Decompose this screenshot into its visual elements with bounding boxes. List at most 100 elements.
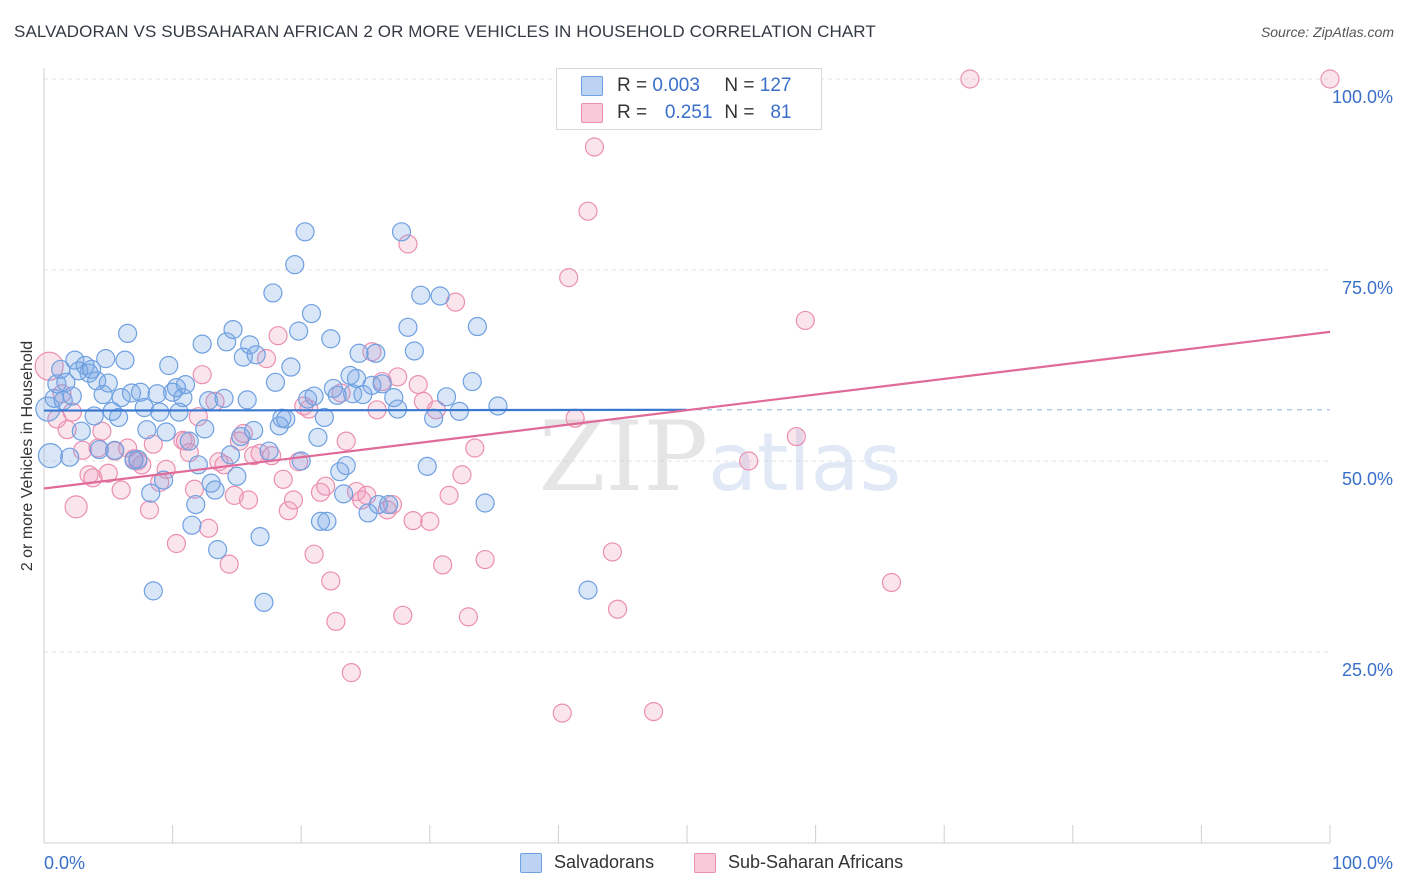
bottom-legend: Salvadorans Sub-Saharan Africans — [0, 852, 1406, 878]
point-salvadorans — [89, 439, 109, 460]
point-salvadorans — [391, 222, 412, 242]
point-subsaharan — [607, 599, 628, 619]
point-salvadorans — [153, 470, 174, 490]
legend-box: R = 0.003 N = 127 R = 0.251 N = 81 — [556, 68, 822, 130]
point-subsaharan — [408, 375, 428, 395]
y-tick-label: 50.0% — [1342, 469, 1393, 489]
point-subsaharan — [643, 701, 664, 722]
point-salvadorans — [430, 286, 450, 306]
point-subsaharan — [326, 611, 346, 632]
legend-r-value: 0.003 — [652, 75, 700, 96]
point-subsaharan — [268, 326, 288, 346]
point-salvadorans — [98, 373, 118, 393]
point-salvadorans — [263, 283, 283, 303]
point-salvadorans — [169, 402, 189, 422]
source-label: Source: ZipAtlas.com — [1260, 24, 1394, 40]
point-subsaharan — [336, 431, 356, 451]
point-subsaharan — [465, 438, 485, 458]
point-subsaharan — [433, 555, 453, 575]
point-subsaharan — [739, 451, 759, 471]
point-salvadorans — [143, 581, 163, 601]
point-salvadorans — [308, 427, 328, 447]
watermark: ZIPatlas — [539, 401, 902, 513]
point-subsaharan — [256, 349, 277, 369]
point-salvadorans — [368, 494, 388, 515]
point-salvadorans — [96, 349, 116, 369]
trend-lines — [43, 330, 1331, 490]
point-salvadorans — [214, 388, 234, 408]
legend-r-label: R = — [617, 75, 648, 96]
point-salvadorans — [111, 387, 131, 408]
point-subsaharan — [786, 426, 806, 447]
point-subsaharan — [184, 479, 205, 499]
point-salvadorans — [137, 420, 157, 440]
point-salvadorans — [372, 374, 392, 394]
point-salvadorans — [411, 285, 431, 305]
point-subsaharan — [341, 663, 361, 683]
point-salvadorans — [208, 540, 228, 560]
point-salvadorans — [336, 455, 356, 476]
point-salvadorans — [327, 385, 347, 405]
point-salvadorans — [276, 409, 296, 429]
point-salvadorans — [366, 343, 386, 363]
point-salvadorans — [362, 375, 382, 395]
point-subsaharan — [552, 703, 572, 723]
point-subsaharan — [92, 421, 112, 441]
point-salvadorans — [130, 382, 151, 402]
point-subsaharan — [881, 572, 902, 593]
point-salvadorans — [192, 334, 212, 354]
point-salvadorans — [147, 384, 167, 404]
point-subsaharan — [420, 511, 440, 531]
trend-line-subsaharan — [43, 330, 1331, 490]
y-tick-label: 25.0% — [1342, 660, 1393, 680]
point-salvadorans — [317, 511, 337, 531]
point-salvadorans — [301, 303, 322, 324]
tick-labels: 25.0% 50.0% 75.0% 100.0% 0.0% 100.0% — [44, 87, 1393, 873]
point-salvadorans — [404, 341, 424, 361]
point-salvadorans — [244, 420, 264, 441]
point-salvadorans — [281, 357, 301, 377]
legend-n-label: N = — [724, 102, 755, 123]
point-salvadorans — [578, 580, 598, 600]
chart-title: SALVADORAN VS SUBSAHARAN AFRICAN 2 OR MO… — [14, 22, 876, 41]
point-salvadorans — [343, 384, 363, 404]
point-subsaharan — [584, 137, 605, 157]
point-salvadorans — [254, 592, 274, 612]
legend-n-label: N = — [724, 75, 755, 96]
legend-swatch-pink — [581, 103, 603, 123]
legend-row-subsaharan: R = 0.251 N = 81 — [581, 100, 791, 126]
y-tick-label: 75.0% — [1342, 278, 1393, 298]
point-subsaharan — [458, 607, 478, 627]
point-salvadorans — [475, 493, 495, 513]
y-axis-label: 2 or more Vehicles in Household — [19, 340, 36, 572]
point-subsaharan — [321, 571, 341, 591]
point-salvadorans — [240, 335, 260, 355]
point-salvadorans — [37, 443, 64, 469]
point-salvadorans — [71, 421, 91, 441]
point-salvadorans — [467, 316, 487, 337]
point-salvadorans — [195, 419, 215, 439]
point-subsaharan — [602, 542, 623, 562]
point-salvadorans — [220, 445, 241, 465]
point-subsaharan — [559, 268, 579, 288]
point-salvadorans — [321, 329, 341, 349]
legend-r-label: R = — [617, 102, 648, 123]
point-salvadorans — [388, 399, 408, 419]
point-salvadorans — [379, 494, 399, 515]
point-salvadorans — [156, 422, 176, 442]
point-subsaharan — [439, 485, 459, 505]
y-tick-label: 100.0% — [1332, 87, 1393, 107]
point-salvadorans — [179, 431, 199, 451]
point-salvadorans — [128, 449, 148, 470]
point-salvadorans — [488, 396, 508, 416]
axes — [43, 68, 1331, 844]
point-salvadorans — [398, 317, 418, 337]
point-salvadorans — [417, 456, 437, 476]
series-subsaharan-points — [34, 69, 1340, 723]
legend-r-value: 0.251 — [664, 102, 713, 123]
point-subsaharan — [188, 407, 208, 427]
point-salvadorans — [285, 255, 305, 275]
point-salvadorans — [250, 527, 270, 547]
point-salvadorans — [159, 355, 179, 376]
